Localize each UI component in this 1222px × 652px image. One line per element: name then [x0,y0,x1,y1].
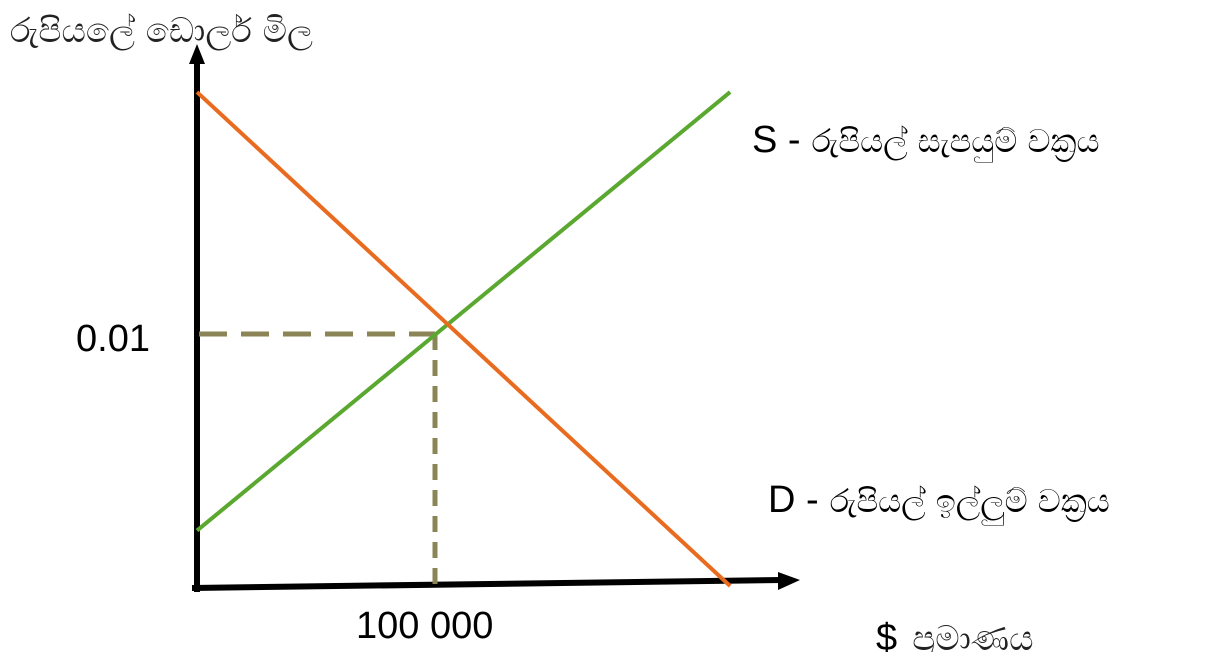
y-axis-arrow [189,44,205,64]
x-axis-title-text: ප්‍රමාණය [912,619,1033,652]
supply-curve-label: S - රුපියල් සැපයුම් වක්‍රය [752,119,1099,162]
demand-curve-label: D - රුපියල් ඉල්ලුම් වක්‍රය [768,479,1110,525]
x-axis-arrow [778,572,800,590]
x-tick-label: 100 000 [356,605,493,647]
demand-curve [195,90,732,588]
demand-curve-name: රුපියල් ඉල්ලුම් වක්‍රය [830,482,1110,525]
x-axis [191,577,783,591]
demand-curve-key: D - [768,479,819,521]
supply-curve-key: S - [752,119,801,161]
y-tick-label: 0.01 [76,318,150,360]
supply-curve-name: රුපියල් සැපයුම් වක්‍රය [812,122,1100,162]
x-axis-title: $ ප්‍රමාණය [876,617,1034,652]
supply-curve [195,90,732,533]
x-axis-title-currency: $ [876,617,897,652]
y-axis-title: රුපියලේ ඩොලර් මිල [10,11,313,51]
